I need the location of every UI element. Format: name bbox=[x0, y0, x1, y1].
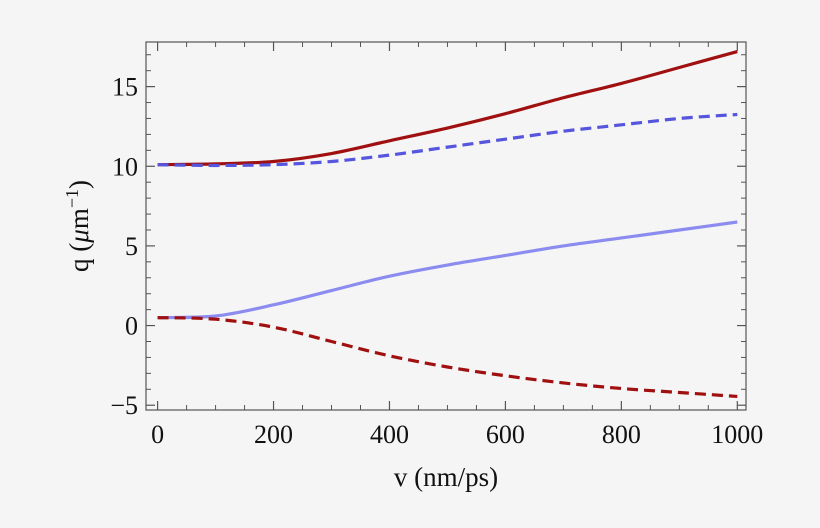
series-line-3 bbox=[157, 220, 738, 320]
y-axis-label: q (μm−1) bbox=[62, 180, 94, 272]
x-tick-label: 200 bbox=[254, 420, 293, 449]
y-axis-label-exponent: −1 bbox=[62, 189, 82, 208]
series-line-1 bbox=[157, 50, 738, 167]
y-axis-label-mu: μ bbox=[64, 229, 94, 244]
series-line-2 bbox=[157, 112, 738, 168]
y-axis-label-suffix: ) bbox=[64, 180, 94, 189]
ticks-layer bbox=[146, 42, 746, 410]
y-tick-label: 15 bbox=[112, 73, 138, 102]
x-tick-label: 600 bbox=[486, 420, 525, 449]
plot-border bbox=[145, 41, 747, 411]
y-axis-label-unit: m bbox=[64, 208, 94, 229]
plot-frame bbox=[145, 41, 747, 411]
y-axis-label-prefix: q ( bbox=[64, 243, 94, 272]
series-layer bbox=[157, 50, 738, 399]
x-axis-label: v (nm/ps) bbox=[394, 462, 498, 492]
y-tick-label: 5 bbox=[125, 232, 138, 261]
y-tick-label: −5 bbox=[110, 391, 138, 420]
y-tick-label: 10 bbox=[112, 152, 138, 181]
y-tick-label: 0 bbox=[125, 312, 138, 341]
x-tick-label: 1000 bbox=[711, 420, 763, 449]
x-tick-label: 800 bbox=[602, 420, 641, 449]
tick-labels-layer: 0 200 400 600 800 1000 −5 0 5 10 15 bbox=[110, 73, 763, 449]
x-tick-label: 400 bbox=[370, 420, 409, 449]
x-tick-label: 0 bbox=[151, 420, 164, 449]
series-line-4 bbox=[157, 316, 738, 399]
